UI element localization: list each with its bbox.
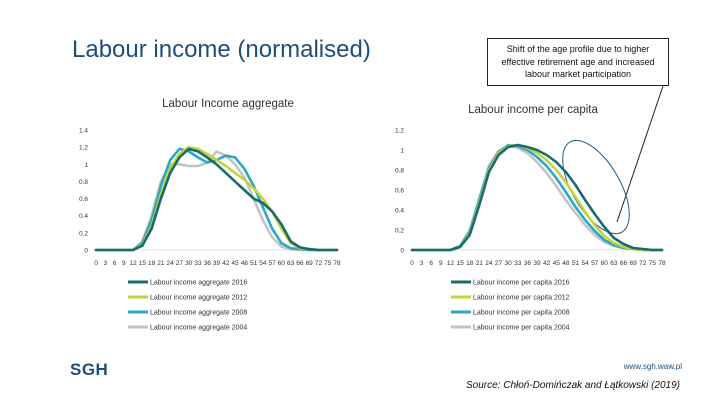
x-tick-label: 75 [324,260,332,267]
x-tick-label: 66 [620,260,628,267]
y-tick-label: 1 [400,148,404,155]
legend-label: Labour income per capita 2016 [473,280,570,287]
x-tick-label: 75 [649,260,657,267]
x-tick-label: 69 [630,260,638,267]
x-tick-label: 33 [194,260,202,267]
x-tick-label: 60 [601,260,609,267]
x-tick-label: 3 [103,260,107,267]
x-tick-label: 24 [167,260,175,267]
x-tick-label: 30 [505,260,513,267]
callout-box: Shift of the age profile due to higher e… [487,38,669,86]
x-tick-label: 78 [658,260,666,267]
x-tick-label: 18 [148,260,156,267]
x-tick-label: 33 [514,260,522,267]
legend-label: Labour income aggregate 2016 [150,280,247,287]
x-tick-label: 42 [222,260,230,267]
y-tick-label: 0.2 [79,230,88,237]
x-tick-label: 36 [524,260,532,267]
x-tick-label: 66 [296,260,304,267]
x-tick-label: 0 [94,260,98,267]
y-tick-label: 0.8 [79,179,88,186]
x-tick-label: 27 [176,260,184,267]
x-tick-label: 0 [410,260,414,267]
x-tick-label: 57 [268,260,276,267]
y-tick-label: 1.4 [79,128,88,135]
x-tick-label: 54 [259,260,267,267]
x-tick-label: 63 [287,260,295,267]
slide-title: Labour income (normalised) [72,36,371,63]
x-tick-label: 51 [572,260,580,267]
chart-title: Labour income per capita [468,104,598,116]
series-line-2012 [94,145,339,252]
chart-title: Labour Income aggregate [162,98,294,110]
x-tick-label: 45 [553,260,561,267]
highlight-ellipse [562,139,630,235]
x-tick-label: 48 [241,260,249,267]
legend-label: Labour income per capita 2012 [473,295,570,302]
x-tick-label: 54 [581,260,589,267]
x-tick-label: 9 [122,260,126,267]
series-line-2008 [94,147,339,252]
x-tick-label: 12 [129,260,137,267]
x-tick-label: 24 [485,260,493,267]
x-tick-label: 27 [495,260,503,267]
x-tick-label: 69 [306,260,314,267]
legend-label: Labour income aggregate 2012 [150,295,247,302]
series-line-2004 [94,150,339,252]
x-tick-label: 6 [113,260,117,267]
chart-1: Labour Income aggregate 0 0.2 0.4 0.6 0.8 1 1.2… [79,98,341,332]
x-tick-label: 3 [420,260,424,267]
x-tick-label: 72 [639,260,647,267]
x-tick-label: 72 [315,260,323,267]
y-tick-label: 0.4 [395,208,404,215]
y-tick-label: 0.4 [79,213,88,220]
x-tick-label: 21 [476,260,484,267]
y-tick-label: 1.2 [79,145,88,152]
y-tick-label: 0.2 [395,228,404,235]
y-tick-label: 1 [84,162,88,169]
series-line-2004 [410,144,664,252]
x-tick-label: 36 [204,260,212,267]
x-tick-label: 15 [139,260,147,267]
y-tick-label: 0.8 [395,168,404,175]
x-tick-label: 39 [533,260,541,267]
y-tick-label: 0.6 [79,196,88,203]
x-tick-label: 78 [333,260,341,267]
x-tick-label: 6 [429,260,433,267]
x-tick-label: 39 [213,260,221,267]
x-tick-label: 57 [591,260,599,267]
chart-2: Labour income per capita 0 0.2 0.4 0.6 0.8 1 1.… [395,104,666,332]
x-tick-label: 48 [562,260,570,267]
y-tick-label: 0 [84,248,88,255]
legend-label: Labour income per capita 2008 [473,310,570,317]
website-link[interactable]: www.sgh.waw.pl [623,362,682,371]
x-tick-label: 15 [456,260,464,267]
x-tick-label: 45 [231,260,239,267]
legend-label: Labour income aggregate 2004 [150,325,247,332]
x-tick-label: 51 [250,260,258,267]
x-tick-label: 12 [447,260,455,267]
x-tick-label: 21 [157,260,165,267]
callout-arrow [616,85,664,223]
x-tick-label: 9 [439,260,443,267]
series-line-2016 [94,147,339,252]
y-tick-label: 0.6 [395,188,404,195]
y-tick-label: 1.2 [395,128,404,135]
x-tick-label: 60 [278,260,286,267]
series-line-2016 [410,143,664,252]
legend-label: Labour income per capita 2004 [473,325,570,332]
x-tick-label: 63 [610,260,618,267]
y-tick-label: 0 [400,248,404,255]
sgh-logo: SGH [70,360,109,379]
legend-label: Labour income aggregate 2008 [150,310,247,317]
x-tick-label: 30 [185,260,193,267]
source-citation: Source: Chłoń-Domińczak and Łątkowski (2… [466,380,680,391]
x-tick-label: 42 [543,260,551,267]
x-tick-label: 18 [466,260,474,267]
